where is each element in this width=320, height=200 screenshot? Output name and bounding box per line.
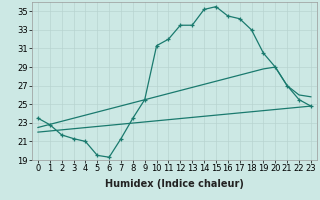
X-axis label: Humidex (Indice chaleur): Humidex (Indice chaleur) bbox=[105, 179, 244, 189]
